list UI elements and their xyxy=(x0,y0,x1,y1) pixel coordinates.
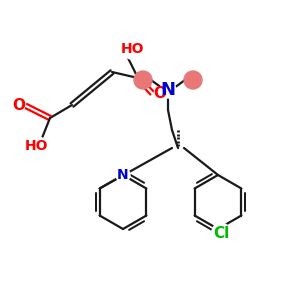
Circle shape xyxy=(26,136,46,156)
Text: N: N xyxy=(117,168,129,182)
Circle shape xyxy=(13,99,25,111)
Circle shape xyxy=(160,82,176,98)
Text: O: O xyxy=(13,98,26,112)
Circle shape xyxy=(134,71,152,89)
Text: N: N xyxy=(160,81,175,99)
Circle shape xyxy=(184,71,202,89)
Text: HO: HO xyxy=(24,139,48,153)
Text: Cl: Cl xyxy=(213,226,229,242)
Circle shape xyxy=(122,39,142,59)
Circle shape xyxy=(212,223,230,241)
Text: O: O xyxy=(154,86,166,101)
Circle shape xyxy=(154,88,166,100)
Text: HO: HO xyxy=(120,42,144,56)
Circle shape xyxy=(116,168,130,182)
